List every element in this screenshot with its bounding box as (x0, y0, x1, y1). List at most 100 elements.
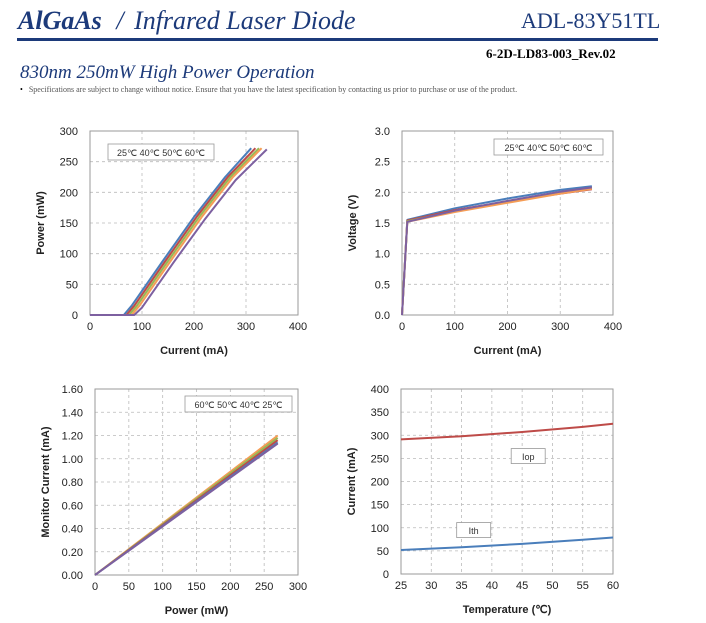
y-tick-label: 0.5 (375, 279, 390, 291)
series-line-40℃ (90, 147, 257, 316)
series-line-50℃ (401, 187, 593, 316)
title-separator: / (116, 6, 124, 35)
legend-text: 60℃ 50℃ 40℃ 25℃ (195, 400, 283, 410)
plot-frame (401, 130, 614, 316)
annotation-box (510, 448, 546, 464)
model-number: ADL-83Y51TL (521, 8, 661, 33)
y-tick-label: 2.0 (375, 187, 390, 199)
y-tick-label: 1.60 (62, 384, 83, 396)
x-tick-label: 60 (607, 580, 619, 592)
y-tick-label: 150 (371, 500, 389, 512)
x-tick-label: 40 (486, 580, 498, 592)
annotation-ith: Ith (469, 526, 479, 536)
series-line-Ith (400, 536, 614, 551)
x-tick-label: 100 (153, 581, 171, 593)
x-tick-label: 150 (187, 581, 205, 593)
annotation-iop: Iop (522, 452, 535, 462)
y-tick-label: 2.5 (375, 157, 390, 169)
y-tick-label: 0.0 (375, 310, 390, 322)
x-tick-label: 400 (604, 321, 622, 333)
x-axis-title: Temperature (℃) (463, 604, 552, 616)
y-axis-title: Current (mA) (346, 447, 358, 515)
y-tick-label: 0.00 (62, 570, 83, 582)
y-axis-title: Power (mW) (35, 191, 47, 255)
chart-temp: 25 30 35 40 45 50 55 60 0 50 100 150 200 250 300 350 400… (346, 384, 619, 616)
y-tick-label: 1.0 (375, 249, 390, 261)
plot-frame (89, 130, 299, 316)
x-tick-label: 300 (237, 321, 255, 333)
legend-text: 25℃ 40℃ 50℃ 60℃ (505, 143, 593, 153)
y-tick-label: 0 (383, 569, 389, 581)
notice-text: Specifications are subject to change wit… (28, 85, 518, 94)
x-tick-label: 100 (446, 321, 464, 333)
x-axis-title: Power (mW) (165, 605, 229, 617)
y-tick-label: 300 (60, 126, 78, 138)
series-line (94, 442, 279, 576)
x-tick-label: 0 (87, 321, 93, 333)
chart-pi: 0 100 200 300 400 0 50 100 150 200 250 300 Current (… (35, 126, 307, 357)
x-tick-label: 0 (92, 581, 98, 593)
header-rule (17, 38, 658, 41)
y-tick-label: 0.40 (62, 524, 83, 536)
y-tick-label: 0.80 (62, 477, 83, 489)
headline: 830nm 250mW High Power Operation (20, 62, 315, 83)
y-axis-title: Monitor Current (mA) (40, 426, 52, 538)
legend-box (184, 395, 293, 413)
chart-monitor: 0 50 100 150 200 250 300 0.00 0.20 0.40 0.60 0.80 1.… (40, 384, 307, 617)
y-tick-label: 400 (371, 384, 389, 396)
series-line (90, 148, 268, 316)
x-tick-label: 50 (123, 581, 135, 593)
y-tick-label: 250 (371, 453, 389, 465)
y-tick-label: 100 (371, 523, 389, 535)
y-tick-label: 150 (60, 218, 78, 230)
y-tick-label: 1.40 (62, 407, 83, 419)
y-tick-label: 200 (60, 187, 78, 199)
document-number: 6-2D-LD83-003_Rev.02 (486, 46, 616, 61)
y-tick-label: 0.60 (62, 500, 83, 512)
y-tick-label: 300 (371, 430, 389, 442)
y-tick-label: 50 (66, 279, 78, 291)
x-tick-label: 55 (577, 580, 589, 592)
legend-box (493, 138, 604, 156)
x-tick-label: 35 (455, 580, 467, 592)
x-tick-label: 200 (221, 581, 239, 593)
x-tick-label: 45 (516, 580, 528, 592)
x-tick-label: 200 (498, 321, 516, 333)
chart-vi: 0 100 200 300 400 0.0 0.5 1.0 1.5 2.0 2.5 3.0 Curren… (347, 126, 622, 357)
y-tick-label: 3.0 (375, 126, 390, 138)
product-subtitle: Infrared Laser Diode (134, 6, 356, 35)
y-tick-label: 200 (371, 477, 389, 489)
y-tick-label: 1.20 (62, 431, 83, 443)
series-line-60℃ (90, 147, 263, 316)
x-tick-label: 30 (425, 580, 437, 592)
x-tick-label: 0 (399, 321, 405, 333)
plot-frame (94, 388, 299, 576)
x-axis-title: Current (mA) (160, 345, 228, 357)
notice-bullet: • (20, 85, 23, 94)
series-line-25℃ (90, 147, 252, 316)
y-tick-label: 50 (377, 546, 389, 558)
y-tick-label: 1.00 (62, 454, 83, 466)
legend-text: 25℃ 40℃ 50℃ 60℃ (117, 148, 205, 158)
x-tick-label: 400 (289, 321, 307, 333)
x-tick-label: 300 (551, 321, 569, 333)
brand-name: AlGaAs (18, 6, 102, 35)
header-title: AlGaAs / Infrared Laser Diode (18, 6, 356, 36)
x-tick-label: 25 (395, 580, 407, 592)
x-tick-label: 100 (133, 321, 151, 333)
y-tick-label: 100 (60, 249, 78, 261)
series-line-60℃ (401, 187, 593, 316)
series-line-Iop (400, 422, 614, 441)
y-axis-title: Voltage (V) (347, 194, 359, 251)
legend-box (107, 143, 215, 161)
x-tick-label: 250 (255, 581, 273, 593)
y-tick-label: 0 (72, 310, 78, 322)
y-tick-label: 350 (371, 407, 389, 419)
y-tick-label: 0.20 (62, 547, 83, 559)
y-tick-label: 250 (60, 157, 78, 169)
plot-frame (400, 388, 614, 575)
x-axis-title: Current (mA) (474, 345, 542, 357)
series-line (401, 186, 593, 316)
x-tick-label: 200 (185, 321, 203, 333)
